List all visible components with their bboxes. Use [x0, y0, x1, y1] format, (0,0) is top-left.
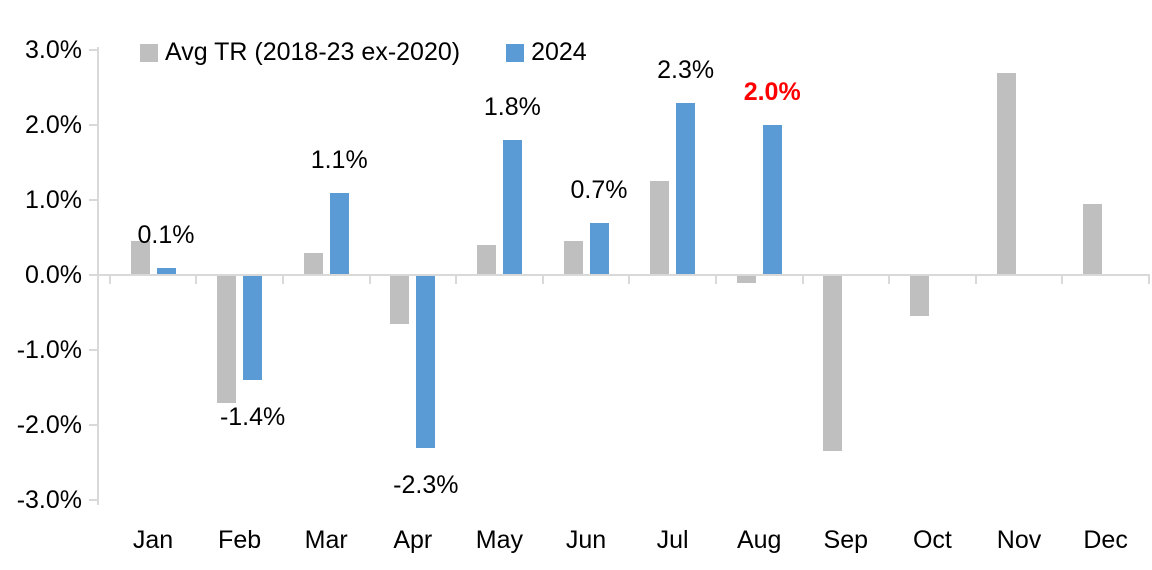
data-label-2024-jul: 2.3%	[657, 55, 715, 84]
bar-2024-aug	[762, 125, 782, 275]
y-axis-tick	[89, 499, 97, 501]
legend-series-label: Avg TR (2018-23 ex-2020)	[165, 38, 461, 66]
y-axis-tick-label: -2.0%	[16, 411, 82, 439]
x-axis-tick	[1061, 276, 1064, 284]
x-axis-label-feb: Feb	[218, 526, 262, 554]
bar-avg-mar	[303, 252, 323, 275]
bar-2024-jan	[156, 267, 176, 275]
bar-avg-jun	[563, 241, 583, 275]
x-axis-tick	[628, 276, 631, 284]
x-axis-tick	[195, 276, 198, 284]
bar-2024-may	[502, 140, 522, 275]
y-axis-tick	[89, 199, 97, 201]
bar-2024-jun	[589, 222, 609, 275]
y-axis-tick-label: 3.0%	[25, 36, 82, 64]
y-axis-line	[97, 47, 99, 505]
y-axis-tick-label: 0.0%	[25, 261, 82, 289]
bar-avg-apr	[390, 275, 410, 324]
data-label-2024-may: 1.8%	[483, 93, 541, 121]
bar-avg-dec	[1083, 203, 1103, 275]
bar-avg-jan	[130, 241, 150, 275]
x-axis-label-aug: Aug	[736, 526, 782, 554]
chart-legend: Avg TR (2018-23 ex-2020) 2024	[140, 38, 587, 67]
x-axis-label-may: May	[475, 526, 523, 554]
y-axis-tick-label: 1.0%	[25, 186, 82, 214]
legend-item-series-1: 2024	[506, 38, 587, 67]
x-axis-tick	[714, 276, 717, 284]
bar-2024-feb	[243, 275, 263, 380]
legend-swatch-icon	[506, 43, 525, 62]
x-axis-label-nov: Nov	[996, 526, 1042, 554]
x-axis-tick	[974, 276, 977, 284]
x-axis-tick	[1147, 276, 1150, 284]
bar-avg-aug	[736, 275, 756, 283]
x-axis-tick	[455, 276, 458, 284]
bar-2024-apr	[416, 275, 436, 448]
bar-2024-mar	[329, 192, 349, 275]
x-axis-label-jul: Jul	[656, 526, 689, 554]
bar-avg-feb	[217, 275, 237, 403]
data-label-2024-feb: -1.4%	[219, 403, 286, 431]
data-label-2024-jan: 0.1%	[137, 220, 195, 249]
x-axis-tick	[888, 276, 891, 284]
x-axis-zero-line	[97, 274, 1150, 276]
y-axis-tick	[89, 274, 97, 276]
bar-avg-jul	[650, 181, 670, 275]
y-axis-tick-label: -1.0%	[16, 336, 82, 364]
bar-avg-oct	[909, 275, 929, 317]
bar-avg-sep	[823, 275, 843, 452]
data-label-2024-aug: 2.0%	[743, 78, 801, 106]
x-axis-label-oct: Oct	[912, 526, 952, 554]
y-axis-tick	[89, 424, 97, 426]
x-axis-tick	[541, 276, 544, 284]
x-axis-label-apr: Apr	[393, 526, 433, 554]
y-axis-tick-label: -3.0%	[16, 486, 82, 514]
x-axis-label-mar: Mar	[304, 526, 348, 554]
legend-swatch-icon	[140, 43, 158, 62]
bar-avg-nov	[996, 72, 1016, 275]
x-axis-label-dec: Dec	[1083, 526, 1128, 554]
x-axis-tick	[368, 276, 371, 284]
data-label-2024-apr: -2.3%	[393, 470, 459, 499]
legend-series-label: 2024	[531, 38, 587, 66]
x-axis-tick	[108, 276, 111, 284]
y-axis-tick	[89, 349, 97, 351]
bar-avg-may	[476, 245, 496, 275]
y-axis-tick	[89, 49, 97, 51]
bar-2024-jul	[676, 102, 696, 275]
y-axis-tick-label: 2.0%	[25, 111, 82, 139]
x-axis-tick	[801, 276, 804, 284]
data-label-2024-mar: 1.1%	[310, 145, 368, 174]
y-axis-tick	[89, 124, 97, 126]
x-axis-label-jun: Jun	[565, 526, 607, 554]
legend-item-series-0: Avg TR (2018-23 ex-2020)	[140, 38, 460, 67]
x-axis-label-jan: Jan	[132, 526, 174, 554]
x-axis-tick	[281, 276, 284, 284]
data-label-2024-jun: 0.7%	[570, 175, 628, 204]
x-axis-label-sep: Sep	[823, 526, 869, 554]
